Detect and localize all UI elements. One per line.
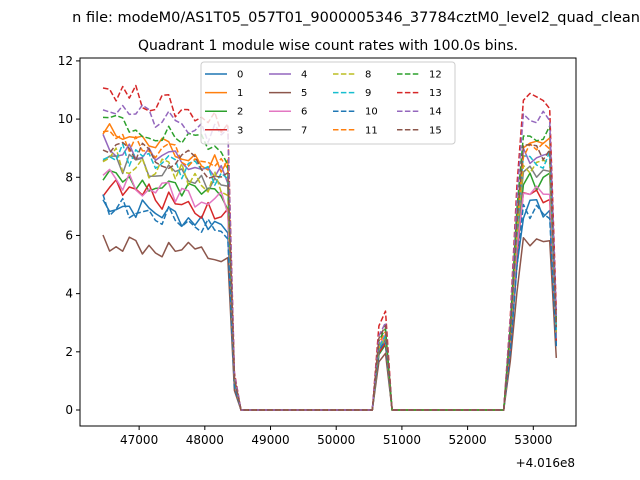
legend-label-15: 15 <box>429 125 442 136</box>
legend-label-12: 12 <box>429 70 442 81</box>
series-line-5 <box>102 234 558 411</box>
x-tick-label: 51000 <box>383 433 421 447</box>
legend-label-7: 7 <box>301 125 307 136</box>
x-tick-label: 50000 <box>317 433 355 447</box>
legend-label-9: 9 <box>365 88 371 99</box>
series-line-10 <box>102 194 558 411</box>
y-tick-label: 12 <box>58 54 73 68</box>
x-axis: 47000 48000 49000 50000 51000 52000 53000 <box>120 426 552 447</box>
y-tick-label: 4 <box>65 287 73 301</box>
legend-label-2: 2 <box>237 107 243 118</box>
legend-label-4: 4 <box>301 70 307 81</box>
plot-title: Quadrant 1 module wise count rates with … <box>138 38 518 54</box>
legend-label-14: 14 <box>429 107 442 118</box>
axes-frame <box>79 57 577 427</box>
series-line-6 <box>102 168 558 411</box>
y-axis: 0 2 4 6 8 10 12 <box>58 54 80 417</box>
series-line-11 <box>102 130 558 411</box>
series-line-4 <box>102 134 558 411</box>
legend-label-0: 0 <box>237 70 243 81</box>
legend-label-5: 5 <box>301 88 307 99</box>
series-line-15 <box>102 141 558 411</box>
legend-label-13: 13 <box>429 88 442 99</box>
series-line-2 <box>102 169 558 411</box>
series-line-9 <box>102 143 558 411</box>
y-tick-label: 2 <box>65 345 73 359</box>
legend-label-10: 10 <box>365 107 378 118</box>
y-tick-label: 0 <box>65 403 73 417</box>
x-tick-label: 49000 <box>251 433 289 447</box>
legend-label-8: 8 <box>365 70 371 81</box>
legend-label-3: 3 <box>237 125 243 136</box>
series-line-0 <box>102 198 558 411</box>
x-tick-label: 52000 <box>449 433 487 447</box>
y-tick-label: 6 <box>65 228 73 242</box>
series-line-7 <box>102 153 558 411</box>
x-tick-label: 53000 <box>514 433 552 447</box>
y-tick-label: 10 <box>58 112 73 126</box>
series-line-13 <box>102 84 558 411</box>
series-layer <box>102 84 558 411</box>
x-tick-label: 48000 <box>186 433 224 447</box>
y-tick-label: 8 <box>65 170 73 184</box>
legend-label-1: 1 <box>237 88 243 99</box>
series-line-12 <box>102 114 558 411</box>
legend-label-6: 6 <box>301 107 307 118</box>
x-offset-label: +4.016e8 <box>516 456 575 470</box>
series-line-3 <box>102 179 558 411</box>
x-tick-label: 47000 <box>120 433 158 447</box>
legend-box <box>200 61 456 145</box>
legend-label-11: 11 <box>365 125 378 136</box>
figure-suptitle: n file: modeM0/AS1T05_057T01_9000005346_… <box>72 10 640 26</box>
